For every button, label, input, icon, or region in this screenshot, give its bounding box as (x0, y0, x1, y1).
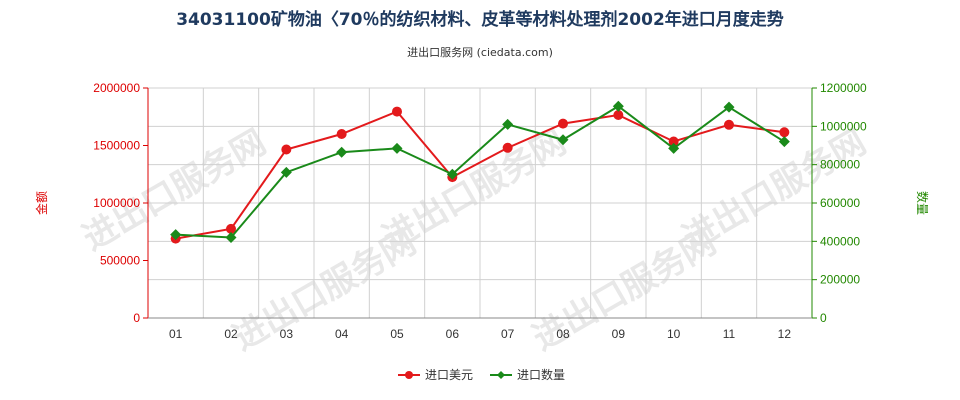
legend-marker-2 (497, 371, 505, 379)
series-line-1 (175, 110, 785, 240)
x-tick-label: 04 (335, 327, 349, 341)
data-point-series-2 (225, 232, 237, 243)
x-tick-label: 07 (501, 327, 515, 341)
y-left-tick-label: 2000000 (93, 81, 140, 95)
grid (147, 87, 813, 319)
data-point-series-2 (502, 118, 514, 130)
data-point-series-2 (446, 168, 458, 180)
x-tick-label: 08 (556, 327, 570, 341)
data-point-series-2 (668, 142, 680, 154)
y-right-tick-label: 400000 (820, 234, 860, 248)
x-tick-label: 02 (224, 327, 238, 341)
data-point-series-1 (336, 129, 347, 139)
data-point-series-1 (281, 144, 292, 155)
x-tick-label: 05 (390, 327, 404, 341)
series-line-2 (175, 105, 785, 239)
chart-subtitle: 进出口服务网 (ciedata.com) (407, 45, 553, 59)
data-point-series-1 (724, 119, 734, 130)
y-right-tick-label: 600000 (820, 196, 860, 210)
axes: 0 500000 1000000 1500000 2000000 0 200000 40000… (93, 81, 867, 341)
x-tick-label: 01 (169, 327, 183, 341)
data-point-series-1 (779, 127, 790, 138)
data-point-series-1 (558, 118, 568, 129)
chart-title: 34031100矿物油〈70％的纺织材料、皮革等材料处理剂2002年进口月度走势 (176, 9, 784, 30)
data-point-series-2 (723, 101, 735, 113)
x-tick-label: 06 (446, 327, 460, 341)
y-right-tick-label: 0 (820, 311, 827, 325)
data-point-series-1 (226, 223, 236, 234)
legend-label-1: 进口美元 (425, 368, 473, 382)
y-left-tick-label: 1000000 (93, 196, 140, 210)
legend-marker-1 (405, 371, 413, 379)
y-left-tick-label: 500000 (100, 254, 140, 268)
data-point-series-2 (557, 134, 569, 146)
y-right-tick-label: 1000000 (820, 119, 867, 133)
x-tick-label: 09 (612, 327, 626, 341)
x-tick-label: 10 (667, 327, 681, 341)
data-point-series-2 (778, 136, 790, 148)
data-point-series-2 (391, 142, 403, 154)
legend-label-2: 进口数量 (517, 367, 565, 382)
x-tick-label: 12 (778, 327, 792, 341)
legend: 进口美元 进口数量 (398, 367, 565, 382)
data-point-series-2 (280, 166, 292, 178)
series (170, 100, 790, 244)
y-left-tick-label: 1500000 (93, 139, 140, 153)
y-right-tick-label: 200000 (820, 273, 860, 287)
y-right-tick-label: 800000 (820, 158, 860, 172)
data-point-series-1 (502, 142, 513, 153)
y-right-axis-label: 数量 (915, 191, 930, 215)
y-left-tick-label: 0 (133, 311, 140, 325)
y-right-tick-label: 1200000 (820, 81, 867, 95)
x-tick-label: 11 (723, 327, 736, 341)
data-point-series-2 (170, 229, 182, 241)
x-tick-label: 03 (280, 327, 294, 341)
data-point-series-2 (336, 146, 348, 158)
data-point-series-1 (392, 106, 402, 117)
data-point-series-1 (668, 136, 679, 147)
data-point-series-2 (612, 100, 624, 112)
data-point-series-1 (613, 110, 624, 121)
y-left-axis-label: 金额 (34, 191, 49, 215)
